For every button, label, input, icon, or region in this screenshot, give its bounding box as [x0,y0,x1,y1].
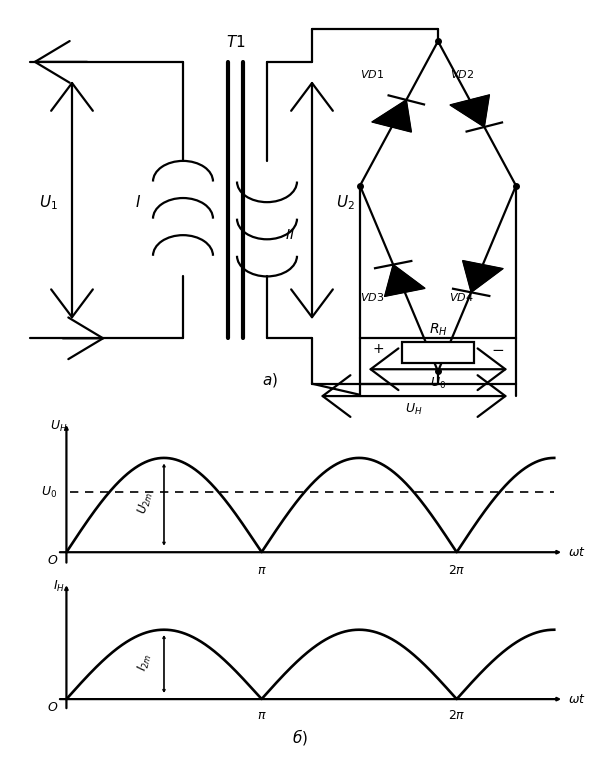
Text: $U_H$: $U_H$ [405,402,423,417]
Text: $R_H$: $R_H$ [428,322,448,338]
Text: $\pi$: $\pi$ [257,564,266,577]
Text: $U_0$: $U_0$ [41,484,57,500]
Polygon shape [463,261,503,293]
Text: $VD3$: $VD3$ [360,291,385,303]
Text: $I_H$: $I_H$ [53,579,65,594]
Polygon shape [385,264,425,296]
Text: $II$: $II$ [285,228,295,242]
Text: $U_0$: $U_0$ [430,375,446,390]
Text: $VD4$: $VD4$ [449,291,474,303]
Bar [402,342,474,363]
Text: $T1$: $T1$ [226,34,245,50]
Text: $а)$: $а)$ [262,371,278,389]
Text: $U_2$: $U_2$ [336,193,355,212]
Text: $\omega t$: $\omega t$ [568,693,586,706]
Text: $\pi$: $\pi$ [257,709,266,722]
Text: $I$: $I$ [135,194,141,210]
Polygon shape [372,100,412,132]
Text: $U_H$: $U_H$ [50,419,68,435]
Text: $O$: $O$ [47,554,58,567]
Polygon shape [450,95,490,127]
Text: $U_{2m}$: $U_{2m}$ [135,490,155,516]
Text: $VD2$: $VD2$ [450,68,474,80]
Text: $2\pi$: $2\pi$ [448,564,466,577]
Text: $VD1$: $VD1$ [360,68,384,80]
Text: $U_1$: $U_1$ [38,193,58,212]
Text: $б)$: $б)$ [292,727,308,747]
Text: $\omega t$: $\omega t$ [568,545,586,558]
Text: $+$: $+$ [372,342,384,355]
Text: $-$: $-$ [491,341,504,356]
Text: $O$: $O$ [47,701,58,714]
Text: $I_{2m}$: $I_{2m}$ [136,652,155,673]
Text: $2\pi$: $2\pi$ [448,709,466,722]
